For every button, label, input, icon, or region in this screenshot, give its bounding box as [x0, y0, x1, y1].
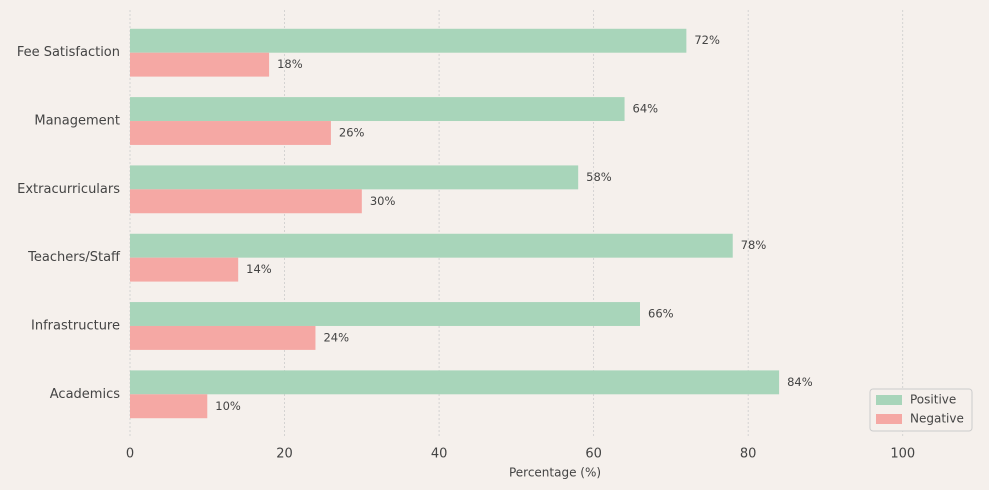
y-tick-label: Infrastructure	[31, 318, 120, 333]
bar	[130, 97, 625, 122]
value-label: 24%	[323, 330, 349, 344]
legend-swatch	[876, 414, 902, 424]
value-label: 30%	[370, 194, 396, 208]
value-label: 18%	[277, 57, 303, 71]
value-label: 64%	[633, 102, 659, 116]
bar	[130, 121, 331, 145]
bar	[130, 165, 579, 190]
bar	[130, 52, 270, 77]
legend-label: Positive	[910, 393, 956, 407]
value-label: 26%	[339, 125, 365, 139]
y-tick-label: Extracurriculars	[17, 182, 120, 197]
bar	[130, 325, 316, 350]
value-label: 14%	[246, 262, 272, 276]
x-tick-label: 40	[431, 447, 448, 462]
bar	[130, 302, 640, 326]
bar	[130, 28, 687, 53]
x-tick-label: 0	[126, 447, 134, 462]
legend-swatch	[876, 395, 902, 405]
x-tick-label: 20	[276, 447, 293, 462]
y-tick-label: Fee Satisfaction	[17, 45, 120, 60]
x-axis-label: Percentage (%)	[509, 466, 601, 480]
bar	[130, 370, 780, 395]
y-tick-label: Academics	[50, 387, 120, 402]
value-label: 84%	[787, 375, 813, 389]
x-tick-label: 100	[890, 447, 915, 462]
value-label: 72%	[694, 33, 720, 47]
y-tick-label: Teachers/Staff	[27, 250, 121, 265]
bar	[130, 233, 733, 258]
value-label: 58%	[586, 170, 612, 184]
bar	[130, 394, 208, 419]
legend-label: Negative	[910, 412, 964, 426]
value-label: 10%	[215, 399, 241, 413]
value-label: 66%	[648, 307, 674, 321]
x-tick-label: 60	[585, 447, 602, 462]
bar	[130, 257, 239, 282]
x-tick-label: 80	[740, 447, 757, 462]
value-label: 78%	[741, 238, 767, 252]
bar	[130, 189, 362, 214]
y-tick-label: Management	[34, 114, 120, 129]
